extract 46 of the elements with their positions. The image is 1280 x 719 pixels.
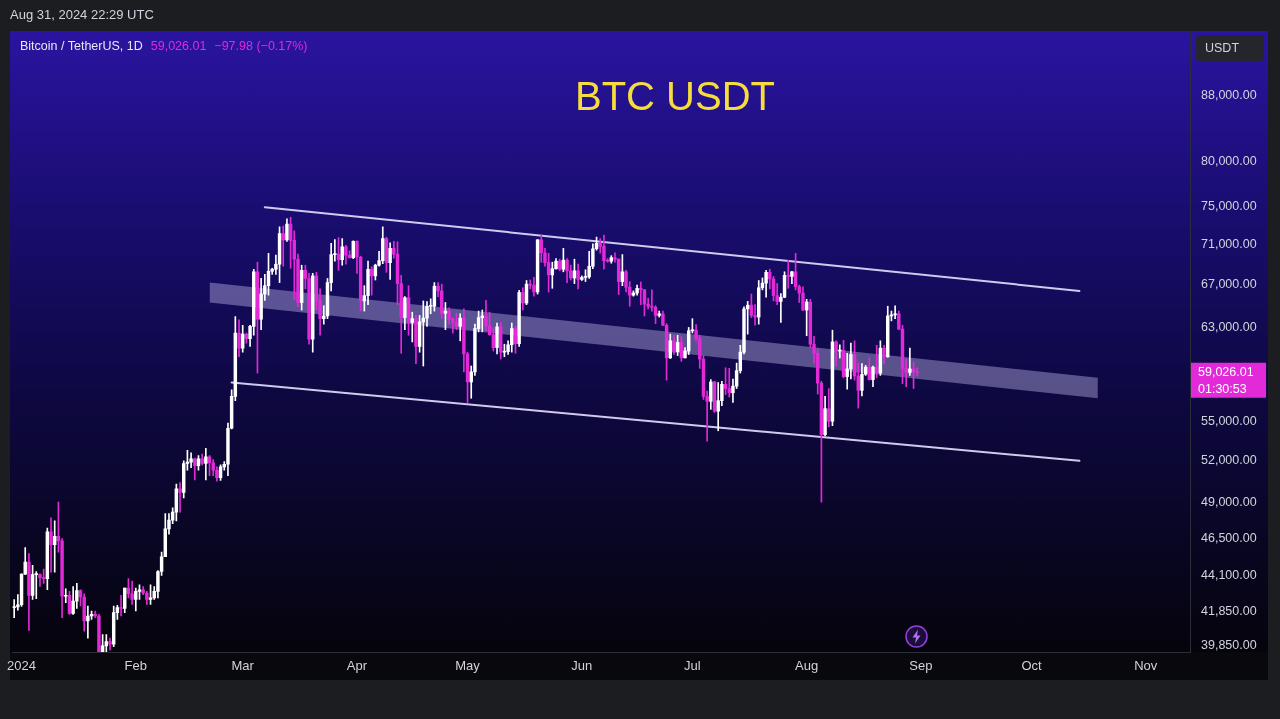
candlestick [64, 588, 68, 604]
x-tick-label: 2024 [7, 658, 36, 674]
candlestick [550, 261, 555, 289]
text: 01:30:53 [1198, 382, 1247, 397]
y-tick-label: 88,000.00 [1201, 87, 1257, 102]
y-tick-label: 44,100.00 [1201, 567, 1257, 582]
text: 59,026.01 [1198, 365, 1254, 380]
candlestick [86, 605, 90, 639]
x-tick-label: May [455, 658, 481, 674]
x-tick-label: Jun [571, 658, 593, 674]
candlestick [893, 305, 897, 320]
x-tick-label: Nov [1134, 658, 1158, 674]
y-tick-label: 67,000.00 [1201, 277, 1257, 292]
y-tick-label: 41,850.00 [1201, 604, 1257, 619]
x-tick-label: Apr [346, 658, 368, 674]
candlestick [410, 311, 414, 343]
text: BTC USDT [575, 73, 775, 120]
y-tick-label: 55,000.00 [1201, 414, 1257, 429]
candlestick [204, 447, 208, 481]
candlestick [786, 259, 790, 289]
candlestick [908, 347, 912, 376]
x-tick-label: Feb [124, 658, 148, 674]
candlestick [716, 382, 720, 432]
candlestick [119, 595, 123, 617]
x-tick-label: Oct [1021, 658, 1042, 674]
y-tick-label: 80,000.00 [1201, 153, 1257, 168]
candlestick [108, 637, 112, 651]
candlestick [915, 367, 919, 377]
candlestick [49, 517, 53, 573]
text: Aug 31, 2024 22:29 UTC [10, 7, 154, 22]
y-tick-label: 39,850.00 [1201, 638, 1257, 653]
annotation: −97.98 (−0.17%) [214, 39, 308, 53]
y-axis-title: USDT [1196, 35, 1264, 61]
y-tick-label: 46,500.00 [1201, 531, 1257, 546]
annotation: 59,026.01 [150, 39, 207, 53]
x-tick-label: Mar [231, 658, 255, 674]
text: Bitcoin / TetherUS, 1D [20, 39, 143, 53]
candlestick [178, 482, 182, 513]
y-tick-label: 63,000.00 [1201, 319, 1257, 334]
x-tick-label: Sep [909, 658, 933, 674]
y-tick-label: 71,000.00 [1201, 236, 1257, 251]
x-tick-label: Jul [684, 658, 701, 674]
y-tick-label: 49,000.00 [1201, 494, 1257, 509]
x-tick-label: Aug [795, 658, 819, 674]
y-tick-label: 75,000.00 [1201, 198, 1257, 213]
y-tick-label: 52,000.00 [1201, 453, 1257, 468]
